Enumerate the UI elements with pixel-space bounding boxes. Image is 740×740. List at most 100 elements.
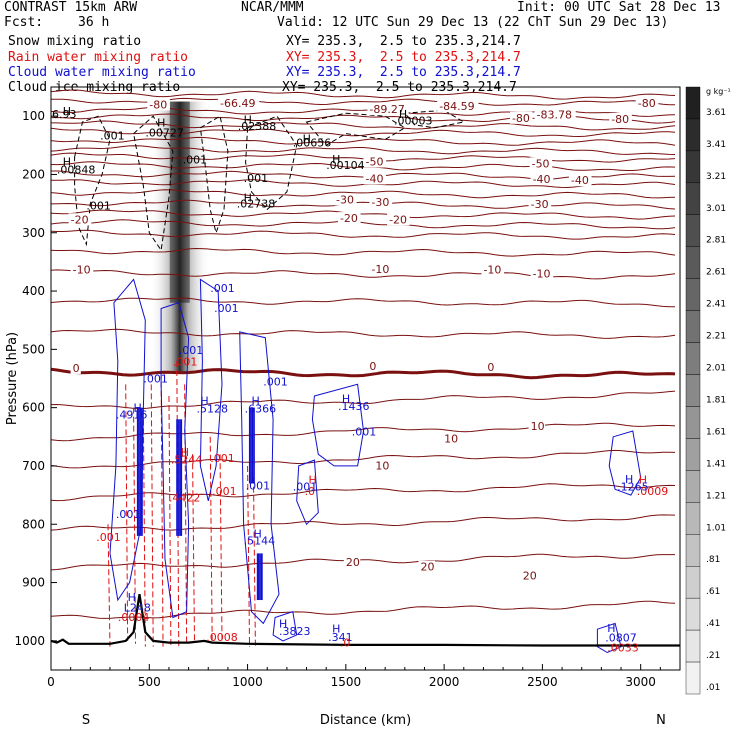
contour-label: 10: [375, 459, 389, 472]
extremum-label: .001: [183, 153, 208, 166]
isotherm-line: [51, 106, 676, 117]
extremum-label: 6.93: [52, 108, 77, 121]
contour-label-bg: [481, 263, 505, 276]
rain-contour: [247, 465, 251, 647]
contour-label: -40: [366, 172, 384, 185]
contour-label: -20: [340, 212, 358, 225]
contour-label-bg: [520, 569, 538, 582]
isotherm-line: [51, 297, 676, 308]
extremum-label: .001: [352, 426, 377, 439]
extremum-label: .1265: [617, 480, 649, 493]
fcst-label: Fcst:: [4, 15, 44, 30]
extremum-label: H: [244, 114, 252, 127]
init-time: Init: 00 UTC Sat 28 Dec 13: [517, 0, 721, 15]
y-tick-label: 300: [22, 226, 45, 240]
y-tick-label: 400: [22, 284, 45, 298]
contour-label-bg: [635, 97, 659, 110]
contour-label-bg: [530, 267, 554, 280]
contour-label: -40: [533, 173, 551, 186]
contour-label: -20: [71, 213, 89, 226]
contour-label: -10: [483, 263, 501, 276]
endpoint-south: S: [82, 713, 90, 728]
snow-contour: [199, 115, 229, 235]
x-tick-label: 0: [47, 675, 55, 689]
colorbar-label: .41: [706, 619, 720, 629]
extremum-label: H: [253, 528, 261, 541]
extremum-label: .001: [179, 344, 204, 357]
colorbar-swatch: [685, 150, 701, 184]
extremum-label: H: [181, 446, 189, 459]
field-xy-rain: XY= 235.3, 2.5 to 235.3,214.7: [286, 50, 521, 65]
colorbar-swatch: [685, 310, 701, 343]
y-tick-label: 900: [22, 576, 45, 590]
contour-label-bg: [437, 100, 479, 113]
field-name-rain: Rain water mixing ratio: [8, 50, 189, 65]
extremum-label: .0: [305, 485, 316, 498]
contour-label-bg: [363, 172, 387, 185]
cloud-water-contour: [311, 383, 365, 467]
extremum-label: .4916: [116, 409, 148, 422]
contour-label-bg: [568, 174, 592, 187]
extremum-label: .001: [116, 508, 141, 521]
cloud-water-contour: [272, 611, 298, 642]
y-tick-label: 700: [22, 459, 45, 473]
rain-contour: [252, 477, 256, 647]
isotherm-line: [51, 89, 676, 100]
cloud-ice-max: [169, 101, 190, 303]
contour-label: -20: [389, 213, 407, 226]
extremum-label: .001: [212, 485, 237, 498]
colorbar-label: 1.01: [706, 523, 726, 533]
isotherm-line: [51, 390, 676, 410]
isotherm-line: [51, 136, 676, 146]
extremum-label: H: [63, 156, 71, 169]
contour-label: -40: [571, 174, 589, 187]
x-tick-label: 1000: [232, 675, 263, 689]
temperature-contours: [51, 89, 676, 619]
extremum-label: .001: [293, 480, 318, 493]
extremum-label: .001: [210, 452, 235, 465]
isotherm-line: [51, 514, 676, 531]
y-tick-label: 200: [22, 167, 45, 181]
contour-label-bg: [367, 360, 378, 373]
contour-label: -30: [531, 198, 549, 211]
contour-label: -84.59: [439, 100, 474, 113]
extremum-label: .00104: [326, 159, 365, 172]
contour-label-bg: [485, 360, 496, 373]
y-tick-label: 800: [22, 517, 45, 531]
colorbar-swatch: [685, 182, 701, 215]
isotherm-line: [51, 161, 676, 171]
contour-label: -89.27: [369, 103, 404, 116]
extremum-label: .02388: [238, 120, 277, 133]
contour-label-bg: [369, 195, 392, 208]
cloud-water-contour: [296, 459, 319, 526]
colorbar-label: 1.41: [706, 459, 726, 469]
rain-contour: [150, 384, 154, 647]
rain-contour: [125, 384, 129, 641]
extremum-label: H: [342, 392, 350, 405]
colorbar-label: .01: [706, 683, 720, 693]
extremum-label: .001: [210, 282, 235, 295]
contour-label-bg: [509, 111, 533, 124]
colorbar-label: 1.21: [706, 491, 726, 501]
colorbar-swatch: [685, 118, 701, 152]
contour-label-bg: [70, 263, 94, 276]
isotherm-line: [51, 553, 675, 571]
isotherm-line: [51, 328, 676, 339]
contour-label: 20: [421, 561, 435, 574]
snow-contour: [245, 115, 298, 211]
contour-label: -50: [532, 157, 550, 170]
cloud-ice-shading: [149, 101, 210, 373]
contour-label: -50: [366, 156, 384, 169]
colorbar-swatch: [685, 278, 701, 311]
x-tick-label: 3000: [625, 675, 656, 689]
contour-label-bg: [530, 173, 554, 186]
extremum-label: .1436: [338, 400, 370, 413]
colorbar-swatch: [685, 406, 701, 439]
colorbar-swatch: [685, 374, 701, 407]
isotherm-line: [51, 483, 676, 502]
contour-label: 0: [487, 361, 494, 374]
snow-contours: [74, 109, 466, 252]
contour-label-bg: [387, 213, 410, 226]
